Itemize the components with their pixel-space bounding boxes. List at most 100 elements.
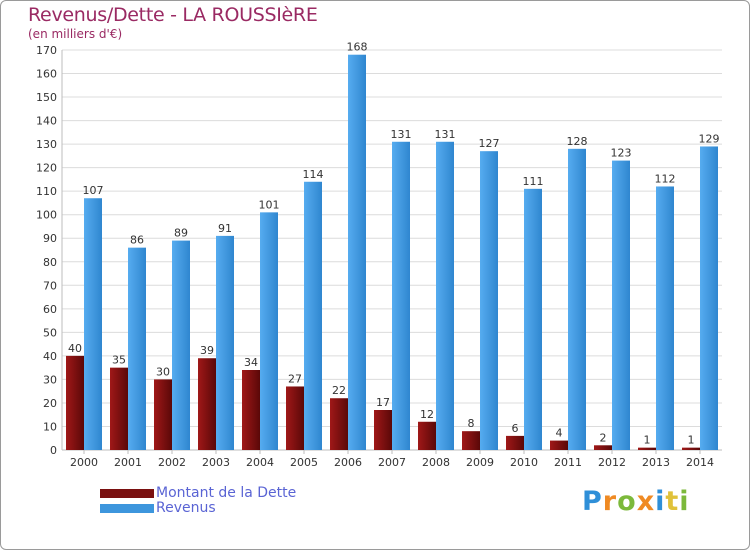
data-label-dette-2007: 17	[376, 396, 390, 409]
x-tick-label: 2012	[598, 456, 626, 469]
data-label-dette-2001: 35	[112, 354, 126, 367]
bar-dette-2010	[506, 435, 524, 450]
y-tick-label: 160	[36, 68, 57, 81]
y-tick-label: 70	[43, 279, 57, 292]
y-tick-label: 170	[36, 44, 57, 57]
data-label-revenus-2000: 107	[83, 184, 104, 197]
bar-revenus-2007	[392, 141, 410, 450]
data-label-dette-2008: 12	[420, 408, 434, 421]
bar-dette-2011	[550, 440, 568, 450]
bar-revenus-2010	[524, 188, 542, 450]
data-label-revenus-2001: 86	[130, 234, 144, 247]
bar-revenus-2008	[436, 141, 454, 450]
data-label-revenus-2003: 91	[218, 222, 232, 235]
bar-revenus-2000	[84, 198, 102, 450]
y-tick-label: 20	[43, 397, 57, 410]
data-label-revenus-2013: 112	[655, 172, 676, 185]
data-label-revenus-2010: 111	[523, 175, 544, 188]
bar-dette-2013	[638, 447, 656, 450]
bar-revenus-2002	[172, 240, 190, 450]
y-tick-label: 80	[43, 256, 57, 269]
data-label-revenus-2012: 123	[611, 147, 632, 160]
bar-revenus-2003	[216, 235, 234, 450]
bar-revenus-2009	[480, 151, 498, 451]
data-label-dette-2002: 30	[156, 365, 170, 378]
y-tick-label: 150	[36, 91, 57, 104]
bar-dette-2014	[682, 447, 700, 450]
data-label-revenus-2005: 114	[303, 168, 324, 181]
legend-swatch-revenus	[100, 504, 154, 513]
y-tick-label: 90	[43, 232, 57, 245]
data-label-dette-2014: 1	[688, 434, 695, 447]
bar-revenus-2011	[568, 148, 586, 450]
bar-dette-2001	[110, 367, 128, 450]
y-tick-label: 110	[36, 185, 57, 198]
x-tick-label: 2004	[246, 456, 274, 469]
data-label-revenus-2006: 168	[347, 41, 368, 54]
bar-dette-2009	[462, 431, 480, 450]
x-tick-label: 2010	[510, 456, 538, 469]
data-label-revenus-2004: 101	[259, 198, 280, 211]
data-label-revenus-2002: 89	[174, 227, 188, 240]
bar-dette-2002	[154, 379, 172, 450]
x-tick-label: 2001	[114, 456, 142, 469]
y-tick-label: 100	[36, 209, 57, 222]
data-label-revenus-2008: 131	[435, 128, 456, 141]
x-tick-label: 2008	[422, 456, 450, 469]
bar-revenus-2001	[128, 247, 146, 450]
x-tick-label: 2000	[70, 456, 98, 469]
data-label-dette-2000: 40	[68, 342, 82, 355]
x-tick-label: 2002	[158, 456, 186, 469]
data-label-dette-2013: 1	[644, 434, 651, 447]
bar-dette-2012	[594, 445, 612, 450]
legend-swatch-dette	[100, 489, 154, 498]
bar-dette-2000	[66, 355, 84, 450]
data-label-dette-2003: 39	[200, 344, 214, 357]
y-tick-label: 0	[50, 444, 57, 457]
x-tick-label: 2009	[466, 456, 494, 469]
data-label-dette-2004: 34	[244, 356, 258, 369]
bar-revenus-2012	[612, 160, 630, 450]
y-tick-label: 130	[36, 138, 57, 151]
data-label-revenus-2007: 131	[391, 128, 412, 141]
y-tick-label: 10	[43, 420, 57, 433]
y-tick-label: 30	[43, 373, 57, 386]
chart-subtitle: (en milliers d'€)	[28, 27, 123, 41]
y-tick-label: 50	[43, 326, 57, 339]
bar-dette-2004	[242, 370, 260, 450]
bar-revenus-2014	[700, 146, 718, 450]
x-tick-label: 2005	[290, 456, 318, 469]
x-tick-label: 2003	[202, 456, 230, 469]
data-label-dette-2011: 4	[556, 427, 563, 440]
y-tick-label: 40	[43, 350, 57, 363]
bar-dette-2003	[198, 358, 216, 450]
bar-revenus-2004	[260, 212, 278, 450]
data-label-dette-2009: 8	[468, 417, 475, 430]
data-label-revenus-2011: 128	[567, 135, 588, 148]
bar-revenus-2013	[656, 186, 674, 450]
x-tick-label: 2011	[554, 456, 582, 469]
data-label-revenus-2014: 129	[699, 132, 720, 145]
legend-label-dette: Montant de la Dette	[156, 485, 297, 501]
x-tick-label: 2007	[378, 456, 406, 469]
y-tick-label: 60	[43, 303, 57, 316]
chart-title: Revenus/Dette - LA ROUSSIèRE	[28, 4, 318, 26]
x-tick-label: 2006	[334, 456, 362, 469]
bar-revenus-2006	[348, 54, 366, 451]
data-label-dette-2012: 2	[600, 431, 607, 444]
bar-revenus-2005	[304, 181, 322, 450]
bar-dette-2005	[286, 386, 304, 450]
bar-dette-2007	[374, 410, 392, 450]
y-tick-label: 120	[36, 162, 57, 175]
data-label-revenus-2009: 127	[479, 137, 500, 150]
data-label-dette-2010: 6	[512, 422, 519, 435]
y-tick-label: 140	[36, 115, 57, 128]
bar-dette-2008	[418, 421, 436, 450]
data-label-dette-2006: 22	[332, 384, 346, 397]
legend-label-revenus: Revenus	[156, 500, 216, 516]
x-tick-label: 2013	[642, 456, 670, 469]
data-label-dette-2005: 27	[288, 372, 302, 385]
proxiti-logo: Proxiti	[582, 486, 690, 517]
x-tick-label: 2014	[686, 456, 714, 469]
